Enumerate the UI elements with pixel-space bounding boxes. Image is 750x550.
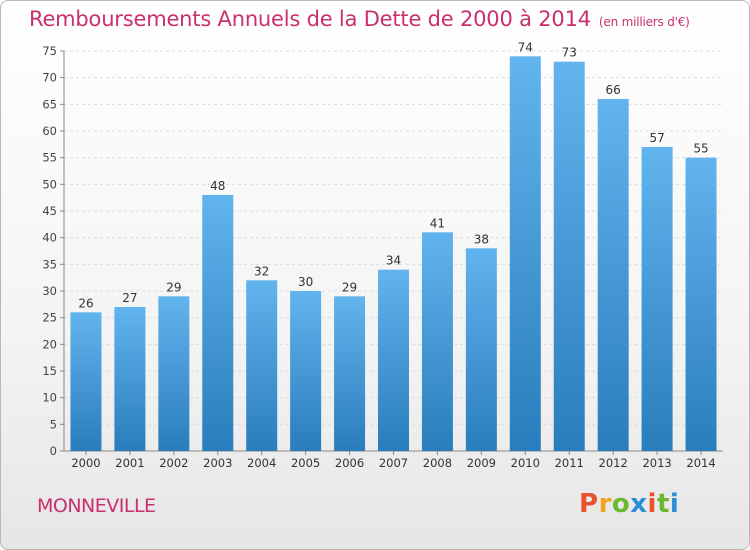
brand-letter: i (647, 489, 657, 519)
data-label: 57 (649, 131, 664, 145)
data-label: 27 (122, 291, 137, 305)
data-label: 41 (430, 216, 445, 230)
chart-title: Remboursements Annuels de la Dette de 20… (29, 7, 690, 31)
x-tick-label: 2007 (379, 456, 408, 470)
y-tick-label: 30 (42, 284, 57, 298)
bar (246, 280, 278, 451)
y-axis-ticks: 0 5 10 15 20 25 30 35 40 45 50 55 60 65 70 75 (42, 44, 64, 458)
brand-letter: P (579, 489, 599, 519)
brand-letter: o (611, 489, 631, 519)
bar (641, 147, 673, 451)
data-label: 48 (210, 179, 225, 193)
data-label: 38 (474, 232, 489, 246)
bar (114, 307, 146, 451)
y-tick-label: 15 (42, 364, 57, 378)
y-tick-label: 45 (42, 204, 57, 218)
bars: 26 27 29 48 32 30 29 34 41 38 74 73 66 57 55 (70, 40, 717, 452)
y-tick-label: 0 (50, 444, 57, 458)
x-tick-label: 2012 (599, 456, 628, 470)
x-tick-label: 2011 (555, 456, 584, 470)
x-tick-label: 2001 (115, 456, 144, 470)
bar (553, 61, 585, 452)
data-label: 66 (606, 83, 621, 97)
y-tick-label: 40 (42, 231, 57, 245)
chart-unit: (en milliers d'€) (598, 15, 690, 29)
x-tick-label: 2008 (423, 456, 452, 470)
y-tick-label: 10 (42, 391, 57, 405)
x-tick-label: 2009 (467, 456, 496, 470)
x-tick-label: 2005 (291, 456, 320, 470)
x-tick-label: 2014 (686, 456, 715, 470)
y-tick-label: 35 (42, 257, 57, 271)
data-label: 26 (78, 296, 93, 310)
brand-letter: x (630, 489, 648, 519)
brand-letter: t (656, 489, 670, 519)
bar (70, 312, 102, 451)
data-label: 74 (518, 40, 533, 54)
y-tick-label: 70 (42, 71, 57, 85)
y-tick-label: 75 (42, 44, 57, 58)
x-tick-label: 2002 (159, 456, 188, 470)
bar (378, 269, 409, 451)
brand-logo: Proxiti (579, 489, 679, 519)
y-tick-label: 5 (50, 417, 57, 431)
data-label: 29 (166, 280, 181, 294)
x-tick-label: 2013 (642, 456, 671, 470)
x-tick-label: 2003 (203, 456, 232, 470)
x-tick-label: 2000 (71, 456, 100, 470)
bar (202, 195, 234, 451)
data-label: 30 (298, 275, 313, 289)
commune-name: MONNEVILLE (37, 495, 156, 517)
x-tick-label: 2006 (335, 456, 364, 470)
bar (158, 296, 190, 451)
bar (290, 291, 322, 451)
bar (334, 296, 366, 451)
bar (685, 157, 717, 451)
x-axis-ticks: 2000 2001 2002 2003 2004 2005 2006 2007 2008 2009… (71, 451, 716, 470)
bar (421, 232, 453, 451)
x-tick-label: 2010 (511, 456, 540, 470)
data-label: 32 (254, 264, 269, 278)
bar (465, 248, 497, 451)
brand-letter: i (669, 489, 680, 519)
data-label: 55 (693, 142, 708, 156)
y-tick-label: 25 (42, 311, 57, 325)
data-label: 34 (386, 254, 401, 268)
data-label: 29 (342, 280, 357, 294)
data-label: 73 (562, 46, 577, 60)
y-tick-label: 20 (42, 337, 57, 351)
y-tick-label: 60 (42, 124, 57, 138)
chart-title-text: Remboursements Annuels de la Dette de 20… (29, 7, 591, 31)
brand-letter: r (598, 489, 612, 519)
y-tick-label: 55 (42, 151, 57, 165)
y-tick-label: 65 (42, 97, 57, 111)
bar (509, 56, 541, 451)
y-tick-label: 50 (42, 177, 57, 191)
bar (597, 99, 629, 451)
x-tick-label: 2004 (247, 456, 276, 470)
